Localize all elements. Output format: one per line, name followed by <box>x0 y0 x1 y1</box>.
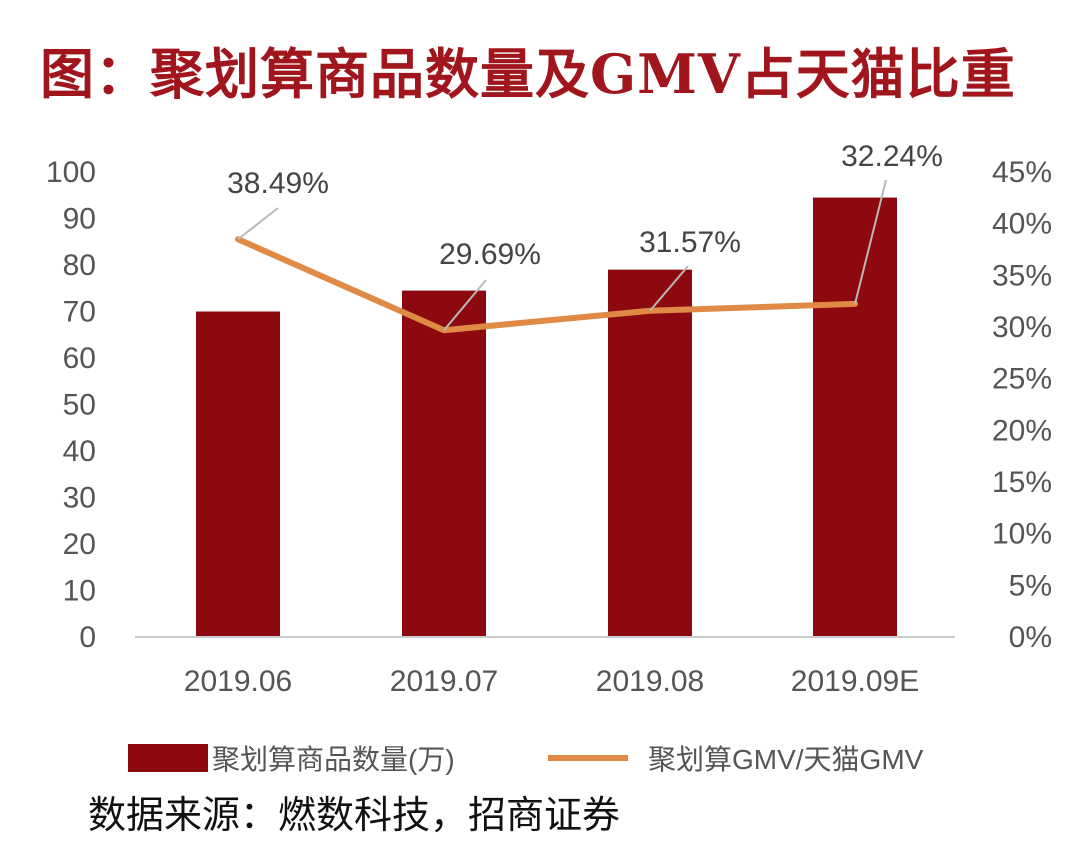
data-label-2019.09E: 32.24% <box>841 140 943 173</box>
bar-2019.09E <box>813 197 897 637</box>
left-tick-label: 0 <box>79 621 96 654</box>
right-tick-label: 5% <box>1009 569 1052 602</box>
left-axis-ticks: 0 10 20 30 40 50 60 70 80 90 100 <box>46 156 96 654</box>
line-layer: 38.49% 29.69% 31.57% 32.24% <box>227 140 943 334</box>
right-tick-label: 45% <box>992 156 1052 189</box>
left-tick-label: 30 <box>63 482 96 515</box>
right-tick-label: 20% <box>992 414 1052 447</box>
right-tick-label: 30% <box>992 311 1052 344</box>
right-tick-label: 15% <box>992 466 1052 499</box>
right-tick-label: 0% <box>1009 621 1052 654</box>
left-tick-label: 50 <box>63 389 96 422</box>
x-tick-label: 2019.06 <box>184 665 292 698</box>
data-label-2019.08: 31.57% <box>639 226 741 259</box>
data-label-2019.06: 38.49% <box>227 167 329 200</box>
right-tick-label: 10% <box>992 518 1052 551</box>
legend-line-label: 聚划算GMV/天猫GMV <box>648 744 924 775</box>
bar-2019.08 <box>608 269 692 637</box>
bar-2019.06 <box>196 311 280 637</box>
right-axis-ticks: 0% 5% 10% 15% 20% 25% 30% 35% 40% 45% <box>992 156 1052 654</box>
x-axis-ticks: 2019.06 2019.07 2019.08 2019.09E <box>184 665 919 698</box>
gmv-share-line <box>235 236 858 334</box>
left-tick-label: 20 <box>63 528 96 561</box>
leader-line-2019.08 <box>649 265 689 312</box>
bar-2019.07 <box>402 290 486 637</box>
data-source-note: 数据来源：燃数科技，招商证券 <box>88 793 621 837</box>
right-tick-label: 40% <box>992 208 1052 241</box>
left-tick-label: 10 <box>63 575 96 608</box>
x-tick-label: 2019.09E <box>791 665 919 698</box>
left-tick-label: 90 <box>63 203 96 236</box>
left-tick-label: 60 <box>63 342 96 375</box>
x-tick-label: 2019.07 <box>390 665 498 698</box>
left-tick-label: 100 <box>46 156 96 189</box>
left-tick-label: 70 <box>63 296 96 329</box>
bars-layer <box>196 197 897 637</box>
left-tick-label: 80 <box>63 249 96 282</box>
legend-bar-swatch <box>128 744 208 772</box>
legend-bar-label: 聚划算商品数量(万) <box>212 744 455 775</box>
chart-title: 图：聚划算商品数量及GMV占天猫比重 <box>40 42 1016 106</box>
leader-line-2019.06 <box>237 207 279 241</box>
x-tick-label: 2019.08 <box>596 665 704 698</box>
right-tick-label: 35% <box>992 259 1052 292</box>
left-tick-label: 40 <box>63 435 96 468</box>
leader-line-2019.09E <box>854 179 887 305</box>
leader-line-2019.07 <box>443 279 487 331</box>
right-tick-label: 25% <box>992 363 1052 396</box>
data-label-2019.07: 29.69% <box>439 238 541 271</box>
legend: 聚划算商品数量(万) 聚划算GMV/天猫GMV <box>128 744 924 775</box>
